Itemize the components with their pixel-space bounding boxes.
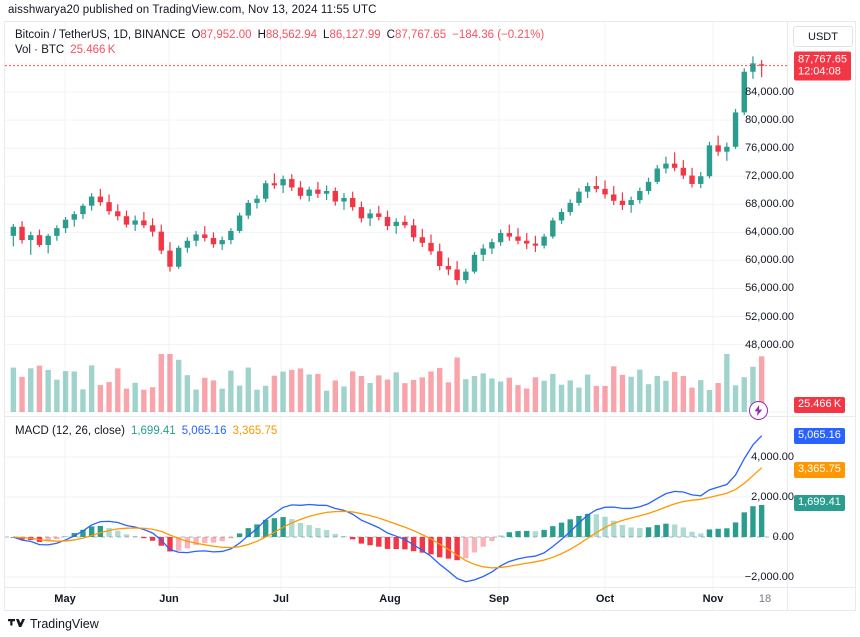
chart-frame: Bitcoin / TetherUS, 1D, BINANCE O87,952.0…: [4, 21, 856, 611]
price-candlestick-plot[interactable]: [5, 22, 788, 416]
macd-legend-histogram: 1,699.41: [130, 425, 176, 437]
time-axis-tick-jun: Jun: [159, 593, 179, 605]
time-axis-tick-sep: Sep: [488, 593, 510, 605]
tradingview-footer: TradingView: [8, 617, 99, 631]
time-axis-tick-jul: Jul: [273, 593, 289, 605]
legend-high-value: 88,562.94: [265, 29, 318, 41]
price-axis-label-6800000: 68,000.00: [745, 198, 794, 211]
legend-low-key: L: [323, 29, 330, 41]
legend-close-value: 87,767.65: [394, 29, 447, 41]
pane-separator: [5, 416, 856, 417]
legend-change: −184.36 (−0.21%): [452, 29, 545, 41]
macd-axis-label-1: 2,000.00: [751, 491, 794, 503]
macd-hist-badge: 1,699.41: [794, 495, 845, 511]
price-axis-label-7200000: 72,000.00: [745, 170, 794, 183]
volume-legend-value: 25.466 K: [70, 44, 116, 56]
price-pane[interactable]: [5, 22, 788, 416]
price-axis-label-8400000: 84,000.00: [745, 86, 794, 99]
price-legend[interactable]: Bitcoin / TetherUS, 1D, BINANCE O87,952.0…: [15, 28, 544, 43]
tradingview-logo-icon: [8, 618, 25, 630]
attribution-text: aisshwarya20 published on TradingView.co…: [8, 4, 377, 16]
price-axis-label-7600000: 76,000.00: [745, 142, 794, 155]
macd-axis-label-2: 0.00: [772, 531, 794, 543]
legend-open-key: O: [191, 29, 201, 41]
macd-pane[interactable]: [5, 417, 788, 610]
macd-legend-title[interactable]: MACD (12, 26, close): [15, 425, 125, 437]
price-scale-axis[interactable]: USDT 84,000.00 80,000.00 76,000.00 72,000.00…: [745, 22, 855, 610]
volume-value-badge: 25.466 K: [794, 397, 846, 413]
tradingview-brand-label: TradingView: [30, 617, 99, 631]
macd-axis-label-3: −2,000.00: [744, 571, 794, 583]
legend-low-value: 86,127.99: [329, 29, 381, 41]
macd-signal-badge: 3,365.75: [794, 461, 845, 478]
time-axis-tick-nov: Nov: [702, 593, 724, 605]
macd-legend-signal: 3,365.75: [232, 425, 278, 437]
lightning-bolt-icon[interactable]: [749, 401, 768, 420]
price-axis-label-8000000: 80,000.00: [745, 114, 794, 127]
price-axis-label-5600000: 56,000.00: [745, 282, 794, 295]
volume-legend-title: Vol · BTC: [15, 44, 65, 56]
time-axis-tick-18: 18: [758, 593, 772, 605]
macd-legend[interactable]: MACD (12, 26, close) 1,699.41 5,065.16 3,36…: [15, 424, 277, 439]
price-axis-label-6400000: 64,000.00: [745, 226, 794, 239]
legend-open-value: 87,952.00: [200, 29, 252, 41]
time-scale-axis[interactable]: May Jun Jul Aug Sep Oct Nov 18: [5, 587, 856, 610]
legend-close-key: C: [386, 29, 395, 41]
time-axis-tick-aug: Aug: [379, 593, 401, 605]
macd-legend-line: 5,065.16: [181, 425, 227, 437]
price-axis-label-5200000: 52,000.00: [745, 310, 794, 323]
macd-axis-label-0: 4,000.00: [751, 451, 794, 463]
macd-line-badge: 5,065.16: [794, 427, 845, 444]
time-axis-tick-may: May: [54, 593, 76, 605]
last-price-badge: 87,767.65 12:04:08: [794, 51, 851, 81]
currency-label[interactable]: USDT: [793, 26, 853, 47]
legend-high-key: H: [257, 29, 266, 41]
price-axis-label-6000000: 60,000.00: [745, 254, 794, 267]
macd-indicator-plot[interactable]: [5, 417, 788, 610]
volume-legend[interactable]: Vol · BTC 25.466 K: [15, 43, 115, 58]
price-axis-label-4800000: 48,000.00: [745, 338, 794, 351]
legend-symbol[interactable]: Bitcoin / TetherUS, 1D, BINANCE: [15, 29, 186, 41]
time-axis-tick-oct: Oct: [595, 593, 615, 605]
